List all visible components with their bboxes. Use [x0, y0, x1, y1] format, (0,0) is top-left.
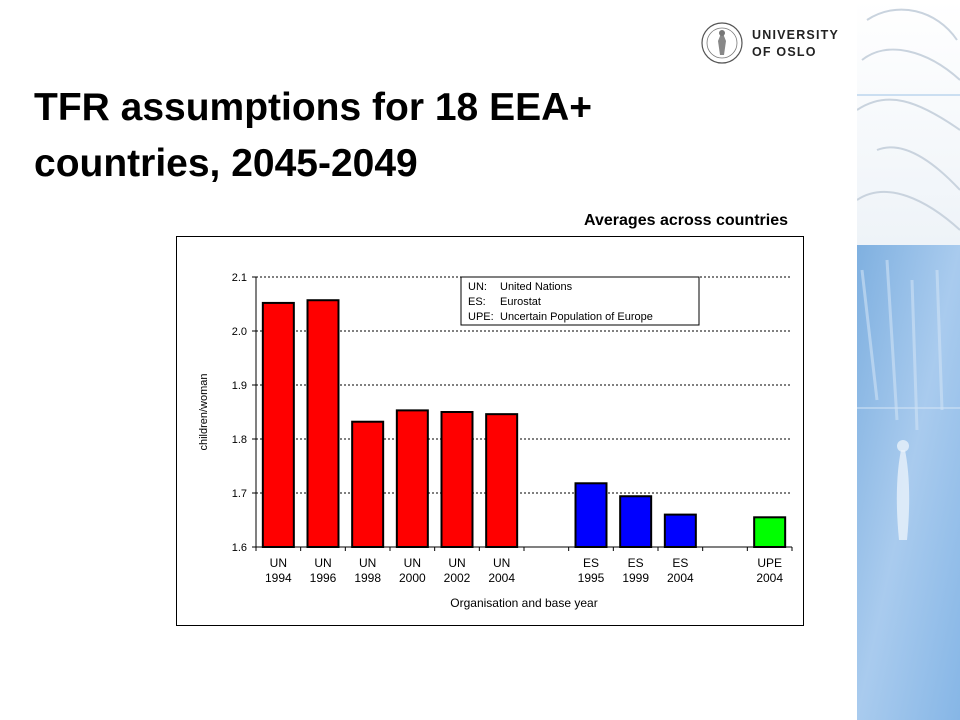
bar-upe-2004	[753, 516, 787, 548]
title-line-1: TFR assumptions for 18 EEA+	[34, 86, 593, 129]
bars	[261, 299, 787, 549]
bar-es-1995	[574, 482, 608, 548]
legend-box	[460, 276, 700, 326]
chart-subtitle: Averages across countries	[584, 212, 788, 229]
university-logo: UNIVERSITY OF OSLO	[700, 18, 850, 68]
y-tick-label: 1.8	[232, 434, 247, 446]
x-tick-label-org: ES	[583, 556, 599, 570]
bar-un-1996	[306, 299, 340, 548]
legend-label: United Nations	[500, 281, 573, 293]
bar-un-2002	[440, 411, 474, 548]
bar-es-2004	[663, 513, 697, 549]
x-tick-label-org: UN	[493, 556, 510, 570]
logo-line-1: UNIVERSITY	[752, 28, 840, 42]
decorative-side-band	[857, 0, 960, 720]
x-axis-label: Organisation and base year	[450, 596, 597, 610]
chart-frame: 1.6 1.7 1.8 1.9 2.0 2.1 UN 1994 UN 1996 UN 1998 UN 2…	[176, 236, 804, 626]
bar-un-2004	[485, 413, 519, 548]
x-tick-label-year: 2004	[488, 571, 515, 585]
y-tick-label: 1.7	[232, 488, 247, 500]
bar-un-1998	[351, 420, 385, 548]
x-tick-label-year: 2000	[399, 571, 426, 585]
x-tick-label-org: UN	[314, 556, 331, 570]
decorative-statue-image	[857, 0, 960, 720]
legend-label: Uncertain Population of Europe	[500, 311, 653, 323]
x-tick-label-year: 2004	[667, 571, 694, 585]
y-tick-labels: 1.6 1.7 1.8 1.9 2.0 2.1	[232, 272, 256, 554]
y-axis-label: children/woman	[198, 373, 210, 450]
x-tick-label-year: 1999	[622, 571, 649, 585]
x-tick-label-year: 1994	[265, 571, 292, 585]
legend-key: UN:	[468, 281, 487, 293]
x-tick-label-org: UN	[270, 556, 287, 570]
university-logo-text: UNIVERSITY OF OSLO	[752, 27, 839, 61]
bar-es-1999	[619, 495, 653, 548]
title-line-2: countries, 2045-2049	[34, 142, 418, 185]
university-seal-icon	[701, 22, 743, 64]
x-tick-label-org: UPE	[757, 556, 782, 570]
bar-chart: 1.61.71.81.92.02.1 UN1994UN1996UN1998UN2…	[198, 272, 793, 610]
slide-title: TFR assumptions for 18 EEA+ countries, 2…	[34, 80, 814, 192]
x-tick-label-org: ES	[672, 556, 688, 570]
x-tick-label-org: UN	[359, 556, 376, 570]
legend-key: ES:	[468, 296, 486, 308]
x-tick-label-year: 1995	[578, 571, 605, 585]
x-tick-label-year: 1996	[310, 571, 337, 585]
logo-line-2: OF OSLO	[752, 45, 817, 59]
legend-label: Eurostat	[500, 296, 541, 308]
x-tick-label-year: 1998	[354, 571, 381, 585]
bar-un-2000	[395, 409, 429, 548]
x-tick-labels: UN1994UN1996UN1998UN2000UN2002UN2004ES19…	[255, 547, 793, 585]
legend: UN: United Nations ES: Eurostat UPE: Uncertai…	[460, 276, 700, 326]
y-tick-label: 2.0	[232, 326, 247, 338]
bar-un-1994	[261, 301, 295, 548]
y-tick-label: 2.1	[232, 272, 247, 284]
x-tick-label-org: UN	[448, 556, 465, 570]
x-tick-label-year: 2004	[756, 571, 783, 585]
y-tick-label: 1.9	[232, 380, 247, 392]
x-tick-label-year: 2002	[444, 571, 471, 585]
legend-key: UPE:	[468, 311, 494, 323]
y-tick-label: 1.6	[232, 542, 247, 554]
x-tick-label-org: UN	[404, 556, 421, 570]
x-tick-label-org: ES	[628, 556, 644, 570]
